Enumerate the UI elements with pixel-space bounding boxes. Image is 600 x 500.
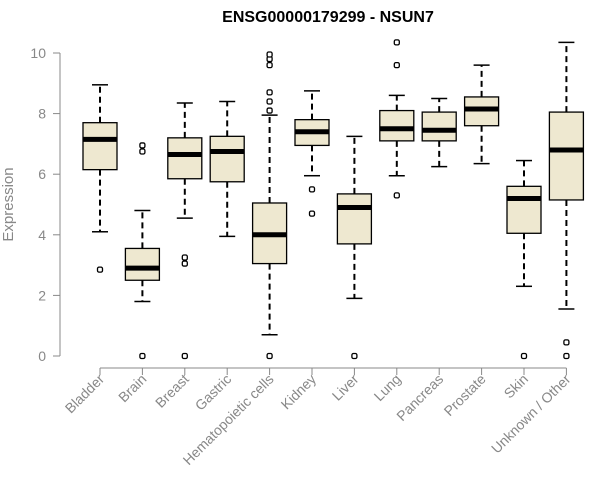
box-lung — [379, 39, 415, 199]
outlier-point — [139, 352, 146, 360]
outlier-point — [563, 339, 570, 346]
outlier-point — [266, 107, 273, 114]
outlier-point — [266, 98, 273, 105]
iqr-box — [167, 137, 203, 180]
outlier-point — [308, 186, 316, 193]
box-breast — [167, 102, 203, 360]
y-axis-label: Expression — [0, 167, 17, 241]
x-tick-label: Breast — [152, 371, 192, 411]
outlier-point — [96, 266, 104, 273]
iqr-box — [379, 109, 415, 142]
outlier-point — [139, 148, 146, 155]
y-tick-label: 8 — [38, 106, 46, 122]
chart-title: ENSG00000179299 - NSUN7 — [222, 9, 434, 26]
boxes-group — [82, 39, 585, 360]
iqr-box — [336, 193, 373, 245]
y-tick-label: 2 — [38, 287, 46, 303]
outlier-point — [266, 51, 273, 58]
outlier-point — [520, 352, 528, 360]
x-tick-label: Lung — [371, 371, 404, 404]
x-tick-label: Liver — [329, 371, 362, 404]
iqr-box — [82, 122, 118, 171]
box-unknown-other — [548, 41, 585, 360]
box-gastric — [209, 100, 245, 238]
outlier-point — [266, 352, 273, 360]
outlier-point — [393, 192, 400, 199]
outlier-point — [139, 142, 146, 149]
outlier-point — [308, 210, 316, 217]
iqr-box — [506, 185, 542, 234]
iqr-box — [209, 135, 245, 183]
y-axis: 0 2 4 6 8 10 — [30, 45, 61, 364]
box-bladder — [82, 84, 118, 273]
box-brain — [124, 142, 161, 360]
box-skin — [506, 159, 542, 360]
iqr-box — [548, 111, 585, 201]
outlier-point — [181, 352, 188, 360]
outlier-point — [181, 260, 188, 267]
outlier-point — [181, 254, 188, 261]
box-prostate — [463, 64, 500, 165]
x-tick-label: Kidney — [278, 371, 320, 413]
y-tick-label: 4 — [38, 227, 46, 243]
iqr-box — [421, 111, 457, 142]
box-hematopoietic-cells — [251, 51, 288, 360]
y-tick-label: 6 — [38, 166, 46, 182]
x-tick-label: Pancreas — [393, 371, 446, 424]
box-pancreas — [421, 97, 457, 168]
y-tick-label: 10 — [30, 45, 46, 61]
outlier-point — [393, 39, 400, 46]
y-tick-label: 0 — [38, 348, 46, 364]
outlier-point — [266, 61, 273, 69]
outlier-point — [393, 61, 400, 69]
box-liver — [336, 135, 373, 360]
x-tick-label: Brain — [115, 371, 149, 405]
outlier-point — [351, 352, 358, 360]
x-tick-label: Skin — [501, 371, 532, 402]
iqr-box — [124, 247, 161, 281]
x-tick-label: Prostate — [441, 371, 489, 419]
x-tick-label: Unknown / Other — [488, 371, 574, 457]
outlier-point — [563, 352, 570, 360]
x-tick-label: Bladder — [62, 371, 108, 417]
box-kidney — [294, 90, 330, 217]
outlier-point — [266, 89, 273, 96]
